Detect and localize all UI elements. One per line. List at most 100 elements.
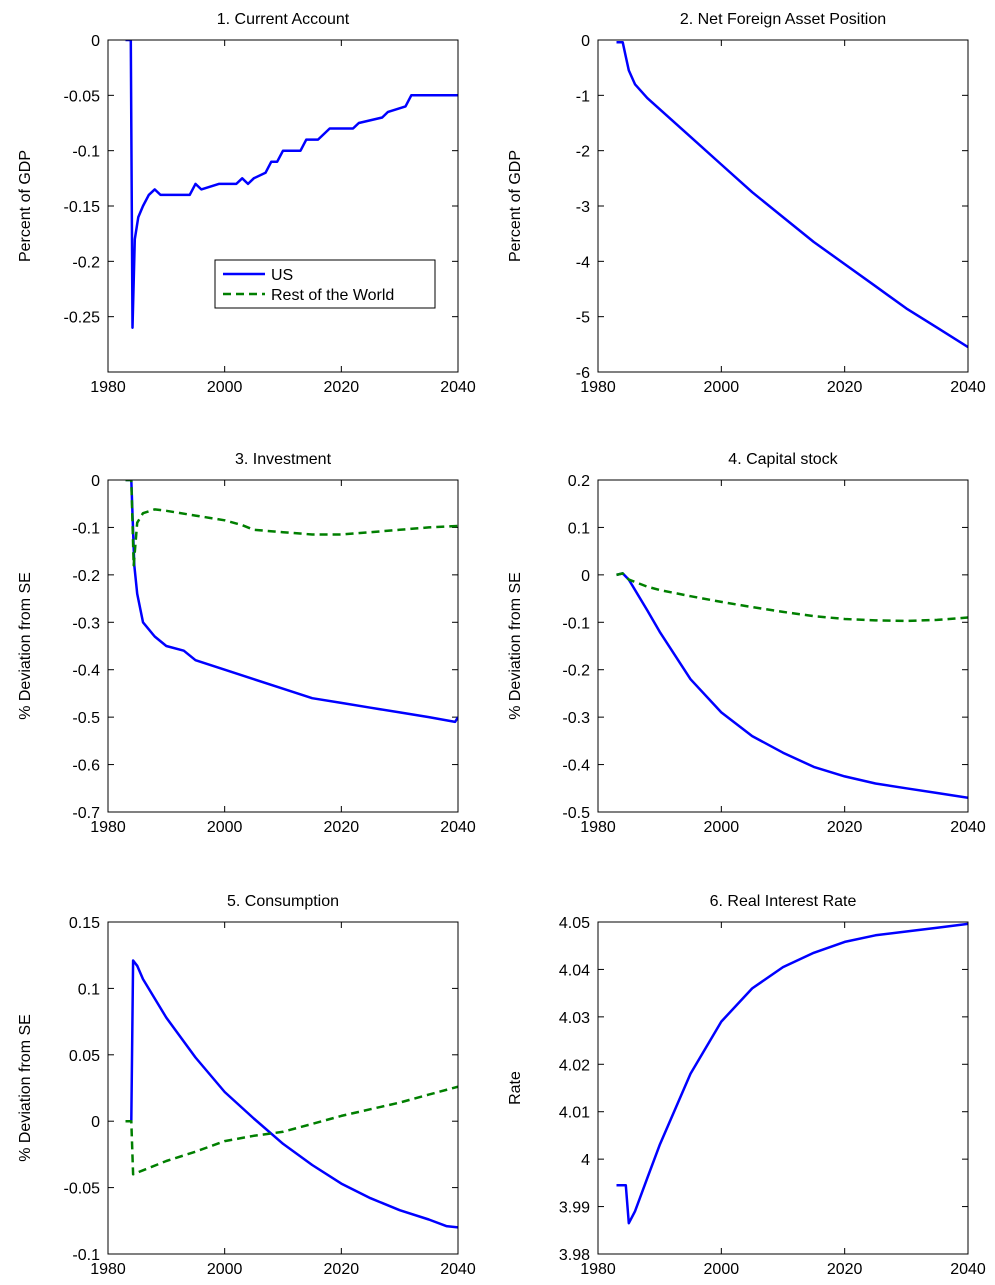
y-tick-label: 0 (91, 473, 100, 490)
y-axis-label: % Deviation from SE (17, 1014, 34, 1162)
legend-label-rest-of-the-world: Rest of the World (271, 287, 394, 304)
plot-frame (107, 479, 459, 813)
x-tick-label: 1980 (580, 819, 616, 836)
x-tick-label: 2020 (324, 379, 360, 396)
x-tick-label: 2040 (950, 379, 986, 396)
y-tick-label: -0.15 (64, 199, 101, 216)
chart-title: 4. Capital stock (728, 451, 838, 468)
y-tick-label: 0.1 (78, 981, 100, 998)
panel-real-interest-rate: 6. Real Interest Rate Rate 1980 2000 2020 204… (507, 893, 986, 1278)
y-tick-label: -0.05 (64, 88, 101, 105)
y-tick-label: 0.2 (568, 473, 590, 490)
x-tick-label: 2020 (324, 1261, 360, 1278)
panel-capital-stock: 4. Capital stock % Deviation from SE 1980 2… (507, 451, 986, 836)
y-tick-label: -0.3 (72, 615, 100, 632)
y-tick-label: -0.7 (72, 805, 100, 822)
y-tick-label: 0 (581, 33, 590, 50)
y-axis-label: % Deviation from SE (507, 572, 524, 720)
series-line-us (616, 572, 968, 800)
y-tick-label: -0.3 (562, 710, 590, 727)
y-tick-label: -2 (576, 144, 590, 161)
y-axis-label: Percent of GDP (507, 150, 524, 262)
y-tick-label: 3.99 (559, 1200, 590, 1217)
y-tick-label: 0 (91, 33, 100, 50)
series-line-us (125, 480, 458, 724)
y-tick-label: -0.25 (64, 310, 101, 327)
y-tick-label: -0.6 (72, 758, 100, 775)
series-line-rest-of-the-world (616, 572, 968, 623)
legend-box (214, 259, 436, 309)
y-axis-label: Rate (507, 1071, 524, 1105)
x-tick-label: 2040 (440, 1261, 476, 1278)
legend: US Rest of the World (214, 259, 436, 309)
y-tick-label: -0.2 (72, 254, 100, 271)
y-tick-label: -5 (576, 310, 590, 327)
y-tick-label: 0.15 (69, 915, 100, 932)
y-tick-label: -0.1 (72, 1247, 100, 1264)
x-tick-label: 2000 (207, 379, 243, 396)
x-tick-label: 2020 (827, 819, 863, 836)
x-tick-label: 2020 (827, 1261, 863, 1278)
y-tick-label: 4.05 (559, 915, 590, 932)
panel-net-foreign-asset-position: 2. Net Foreign Asset Position Percent of … (507, 11, 986, 396)
x-tick-label: 2040 (440, 819, 476, 836)
plot-frame (107, 39, 459, 373)
y-tick-label: -4 (576, 254, 590, 271)
y-tick-label: -6 (576, 365, 590, 382)
panel-current-account: 1. Current Account Percent of GDP 1980 2000… (17, 11, 476, 396)
y-tick-label: 3.98 (559, 1247, 590, 1264)
series-line-rest-of-the-world (125, 480, 458, 567)
plot-frame (597, 39, 969, 373)
y-tick-label: -0.4 (562, 758, 590, 775)
y-tick-label: 0.05 (69, 1048, 100, 1065)
y-tick-label: -0.5 (562, 805, 590, 822)
series-line-us (616, 40, 968, 349)
series-line-us (125, 40, 458, 329)
y-axis-label: % Deviation from SE (17, 572, 34, 720)
series-line-rest-of-the-world (125, 1085, 458, 1176)
y-tick-label: 0 (91, 1114, 100, 1131)
y-tick-label: -0.05 (64, 1181, 101, 1198)
x-tick-label: 1980 (90, 819, 126, 836)
y-tick-label: -0.4 (72, 663, 100, 680)
legend-label-us: US (271, 267, 293, 284)
y-tick-label: 0.1 (568, 520, 590, 537)
panel-investment: 3. Investment % Deviation from SE 1980 2000… (17, 451, 476, 836)
plot-frame (597, 921, 969, 1255)
series-line-us (616, 922, 968, 1225)
x-tick-label: 1980 (90, 1261, 126, 1278)
y-tick-label: 4.03 (559, 1010, 590, 1027)
series-line-us (125, 959, 458, 1229)
chart-title: 1. Current Account (217, 11, 350, 28)
x-tick-label: 2000 (704, 379, 740, 396)
chart-title: 5. Consumption (227, 893, 339, 910)
x-tick-label: 2020 (827, 379, 863, 396)
x-tick-label: 1980 (580, 1261, 616, 1278)
y-tick-label: 4.04 (559, 962, 590, 979)
y-tick-label: -0.1 (72, 144, 100, 161)
y-tick-label: -3 (576, 199, 590, 216)
x-tick-label: 2000 (207, 819, 243, 836)
x-tick-label: 1980 (580, 379, 616, 396)
x-tick-label: 2000 (704, 1261, 740, 1278)
x-tick-label: 2040 (950, 819, 986, 836)
x-tick-label: 2040 (950, 1261, 986, 1278)
panel-consumption: 5. Consumption % Deviation from SE 1980 200… (17, 893, 476, 1278)
y-tick-label: 4.01 (559, 1105, 590, 1122)
y-tick-label: 4.02 (559, 1057, 590, 1074)
chart-title: 3. Investment (235, 451, 332, 468)
plot-frame (597, 479, 969, 813)
y-tick-label: -0.5 (72, 710, 100, 727)
y-tick-label: 0 (581, 568, 590, 585)
x-tick-label: 2040 (440, 379, 476, 396)
x-tick-label: 2020 (324, 819, 360, 836)
y-tick-label: -1 (576, 88, 590, 105)
x-tick-label: 2000 (207, 1261, 243, 1278)
plot-frame (107, 921, 459, 1255)
y-axis-label: Percent of GDP (17, 150, 34, 262)
x-tick-label: 1980 (90, 379, 126, 396)
chart-title: 6. Real Interest Rate (710, 893, 857, 910)
y-tick-label: -0.1 (72, 520, 100, 537)
y-tick-label: -0.2 (562, 663, 590, 680)
